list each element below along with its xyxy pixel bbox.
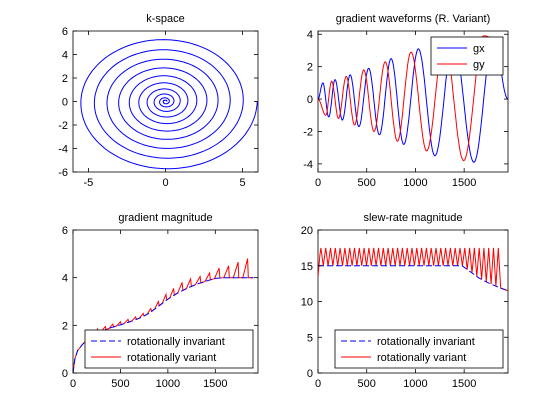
x-tick-label: 1500 <box>452 378 476 390</box>
y-tick-label: 0 <box>62 97 68 109</box>
series-line-rotationally-invariant <box>73 277 254 373</box>
x-tick-label: 500 <box>111 378 129 390</box>
legend-label: rotationally invariant <box>377 336 475 348</box>
y-tick-label: 10 <box>301 297 313 309</box>
x-tick-label: 5 <box>240 177 246 189</box>
x-tick-label: 0 <box>70 378 76 390</box>
legend-box <box>84 329 254 369</box>
series-line-spiral <box>80 39 258 170</box>
y-tick-label: -2 <box>58 120 68 132</box>
series-line-rotationally-invariant <box>318 265 508 292</box>
chart-title: k-space <box>146 13 185 25</box>
legend-label: rotationally variant <box>127 352 216 364</box>
y-tick-label: 0 <box>307 94 313 106</box>
legend-label: rotationally invariant <box>127 336 225 348</box>
y-tick-label: 5 <box>307 332 313 344</box>
x-tick-label: 500 <box>358 378 376 390</box>
x-tick-label: 500 <box>358 177 376 189</box>
plot-area <box>318 247 508 292</box>
x-tick-label: 1000 <box>156 378 180 390</box>
panel-1: gradient waveforms (R. Variant) 0 500 1000 1… <box>303 13 509 189</box>
y-tick-label: 20 <box>301 225 313 237</box>
y-tick-label: 15 <box>301 261 313 273</box>
chart-title: gradient magnitude <box>118 212 212 224</box>
panel-0: k-space -5 0 5 -6 -4 -2 0 2 4 6 <box>58 13 259 189</box>
panel-3: slew-rate magnitude 0 500 1000 1500 0 5 10 15 20 r… <box>301 212 509 390</box>
y-tick-label: -4 <box>58 144 68 156</box>
x-tick-label: 0 <box>162 177 168 189</box>
y-tick-label: 6 <box>62 26 68 38</box>
y-tick-label: 0 <box>62 368 68 380</box>
legend: gx gy <box>430 36 504 76</box>
y-tick-label: 4 <box>307 29 313 41</box>
y-tick-label: 2 <box>307 62 313 74</box>
y-tick-label: 0 <box>307 368 313 380</box>
y-tick-label: -2 <box>303 126 313 138</box>
series-line-gy <box>318 35 504 162</box>
x-tick-label: 1500 <box>203 378 227 390</box>
plot-area <box>80 39 258 170</box>
legend-label: gy <box>473 59 485 71</box>
y-tick-label: 6 <box>62 225 68 237</box>
x-tick-label: -5 <box>84 177 94 189</box>
legend-label: gx <box>473 43 485 55</box>
chart-title: gradient waveforms (R. Variant) <box>336 13 490 25</box>
x-tick-label: 1000 <box>403 177 427 189</box>
legend-box <box>334 329 504 369</box>
legend: rotationally invariant rotationally varia… <box>84 329 254 369</box>
x-tick-label: 0 <box>315 378 321 390</box>
x-tick-label: 1500 <box>452 177 476 189</box>
y-tick-label: 2 <box>62 73 68 85</box>
x-tick-label: 1000 <box>403 378 427 390</box>
y-tick-label: 4 <box>62 50 68 62</box>
chart-title: slew-rate magnitude <box>363 212 462 224</box>
legend-box <box>430 36 504 76</box>
y-tick-label: 4 <box>62 273 68 285</box>
y-tick-label: 2 <box>62 320 68 332</box>
y-tick-label: -6 <box>58 167 68 179</box>
x-tick-label: 0 <box>315 177 321 189</box>
y-tick-label: -4 <box>303 159 313 171</box>
panel-2: gradient magnitude 0 500 1000 1500 0 2 4 6 rotati… <box>62 212 259 390</box>
legend-label: rotationally variant <box>377 352 466 364</box>
legend: rotationally invariant rotationally varia… <box>334 329 504 369</box>
